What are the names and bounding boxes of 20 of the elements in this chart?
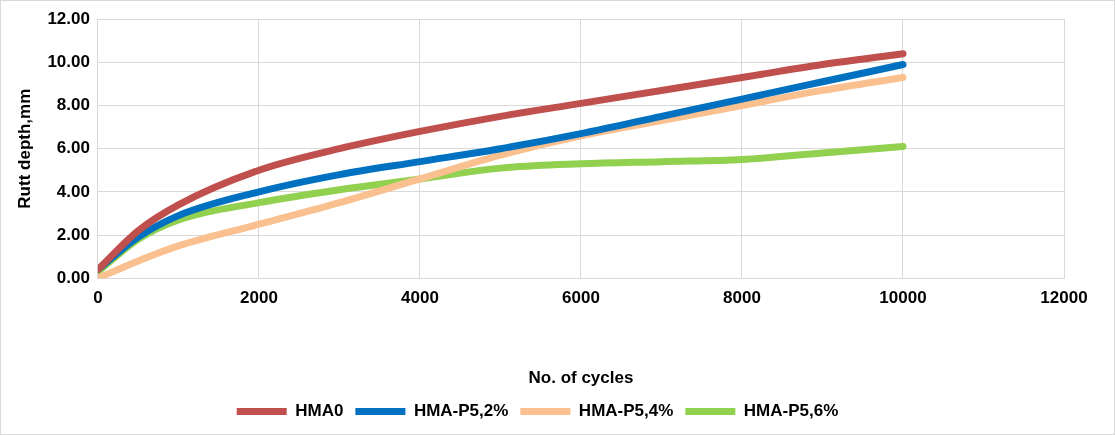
y-tick-label: 10.00 <box>47 52 90 72</box>
x-tick-label: 0 <box>93 288 103 308</box>
x-tick-label: 2000 <box>240 288 278 308</box>
x-tick-label: 8000 <box>723 288 761 308</box>
legend-label: HMA-P5,6% <box>743 401 839 421</box>
legend-label: HMA-P5,4% <box>578 401 674 421</box>
x-axis-title: No. of cycles <box>528 368 634 388</box>
y-axis-title: Rutt depth,mm <box>14 88 34 209</box>
y-tick-label: 8.00 <box>56 95 90 115</box>
y-tick-label: 12.00 <box>47 8 90 28</box>
y-tick-label: 2.00 <box>56 224 90 244</box>
x-tick-label: 4000 <box>401 288 439 308</box>
x-tick-label: 12000 <box>1040 288 1088 308</box>
y-tick-label: 6.00 <box>56 138 90 158</box>
y-tick-label: 0.00 <box>56 267 90 287</box>
x-tick-label: 10000 <box>879 288 927 308</box>
x-tick-label: 6000 <box>562 288 600 308</box>
y-tick-label: 4.00 <box>56 181 90 201</box>
legend-label: HMA-P5,2% <box>413 401 509 421</box>
legend-label: HMA0 <box>295 401 344 421</box>
